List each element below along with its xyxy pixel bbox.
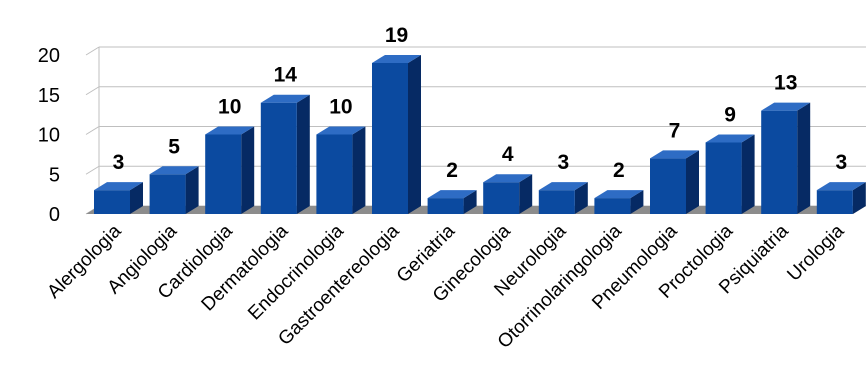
y-tick-label: 5 [49,164,60,186]
data-label: 14 [274,64,298,87]
bar-top [260,94,310,103]
data-label: 3 [835,151,847,174]
bar-front [94,190,130,214]
bar [538,182,588,214]
bar-front [761,110,798,214]
bar [650,150,699,214]
bar [94,182,143,214]
bar-side [519,174,533,214]
bar [427,190,477,214]
bar-front [260,102,297,214]
category-label: Endocrinologia [244,220,348,324]
data-label: 2 [613,159,625,182]
bar [316,126,366,214]
bar-front [538,190,575,214]
bar [483,174,533,214]
bar-side [852,182,866,214]
bar-top [372,54,421,63]
data-label: 3 [113,151,125,174]
bar-side [630,190,644,214]
y-tick-label: 20 [38,45,60,67]
gridline-depth [85,165,100,175]
bar-front [816,190,853,214]
bar-front [205,134,242,214]
data-labels: 3 5 10 14 10 19 2 4 3 2 7 9 13 3 [113,24,847,182]
data-label: 19 [385,24,408,47]
bar-top [650,150,699,159]
gridline-depth [85,126,100,135]
y-tick-label: 10 [38,125,60,147]
bar-top [205,126,255,135]
bar-front [372,62,408,215]
data-label: 7 [669,119,681,142]
gridline-depth [85,86,100,96]
bar-front [650,158,686,214]
data-label: 10 [329,96,352,119]
bar [260,94,310,214]
bar-front [483,182,520,214]
bar-front [594,198,631,214]
bar-top [427,190,477,199]
bar [594,190,644,214]
bar-side [741,134,755,214]
bar [705,134,755,214]
bar-front [316,134,353,214]
bar-top [816,182,866,191]
bar-top [483,174,533,183]
bar [761,102,811,214]
y-tick-label: 0 [49,204,60,226]
bars [94,54,866,215]
data-label: 3 [557,151,569,174]
bar-side [797,102,811,214]
bar-top [594,190,644,199]
bar-side [352,126,366,214]
data-label: 9 [724,103,736,126]
bar-side [463,190,477,214]
bar [205,126,255,214]
y-axis-ticks: 0 5 10 15 20 [38,45,60,226]
gridline-depth [85,46,100,56]
bar-front [149,174,186,214]
data-label: 10 [218,96,241,119]
data-label: 4 [502,143,514,166]
bar [372,54,421,215]
bar [149,166,199,214]
category-label: Urologia [783,220,848,285]
bar-side [574,182,588,214]
y-tick-label: 15 [38,85,60,107]
bar-side [408,54,421,215]
bar-top [316,126,366,135]
bar-side [185,166,199,214]
data-label: 5 [168,135,180,158]
bar-top [761,102,811,111]
data-label: 13 [774,72,797,95]
bar [816,182,866,214]
bar-top [705,134,755,143]
bar-side [296,94,310,214]
bar-front [427,198,464,214]
bar-side [686,150,699,214]
data-label: 2 [446,159,458,182]
bar-top [149,166,199,175]
bar-front [705,142,742,214]
bar-side [241,126,255,214]
bar-top [94,182,143,191]
category-labels: AlergologiaAngiologiaCardiologiaDermatol… [43,220,848,352]
bar-top [538,182,588,191]
bar-side [130,182,143,214]
